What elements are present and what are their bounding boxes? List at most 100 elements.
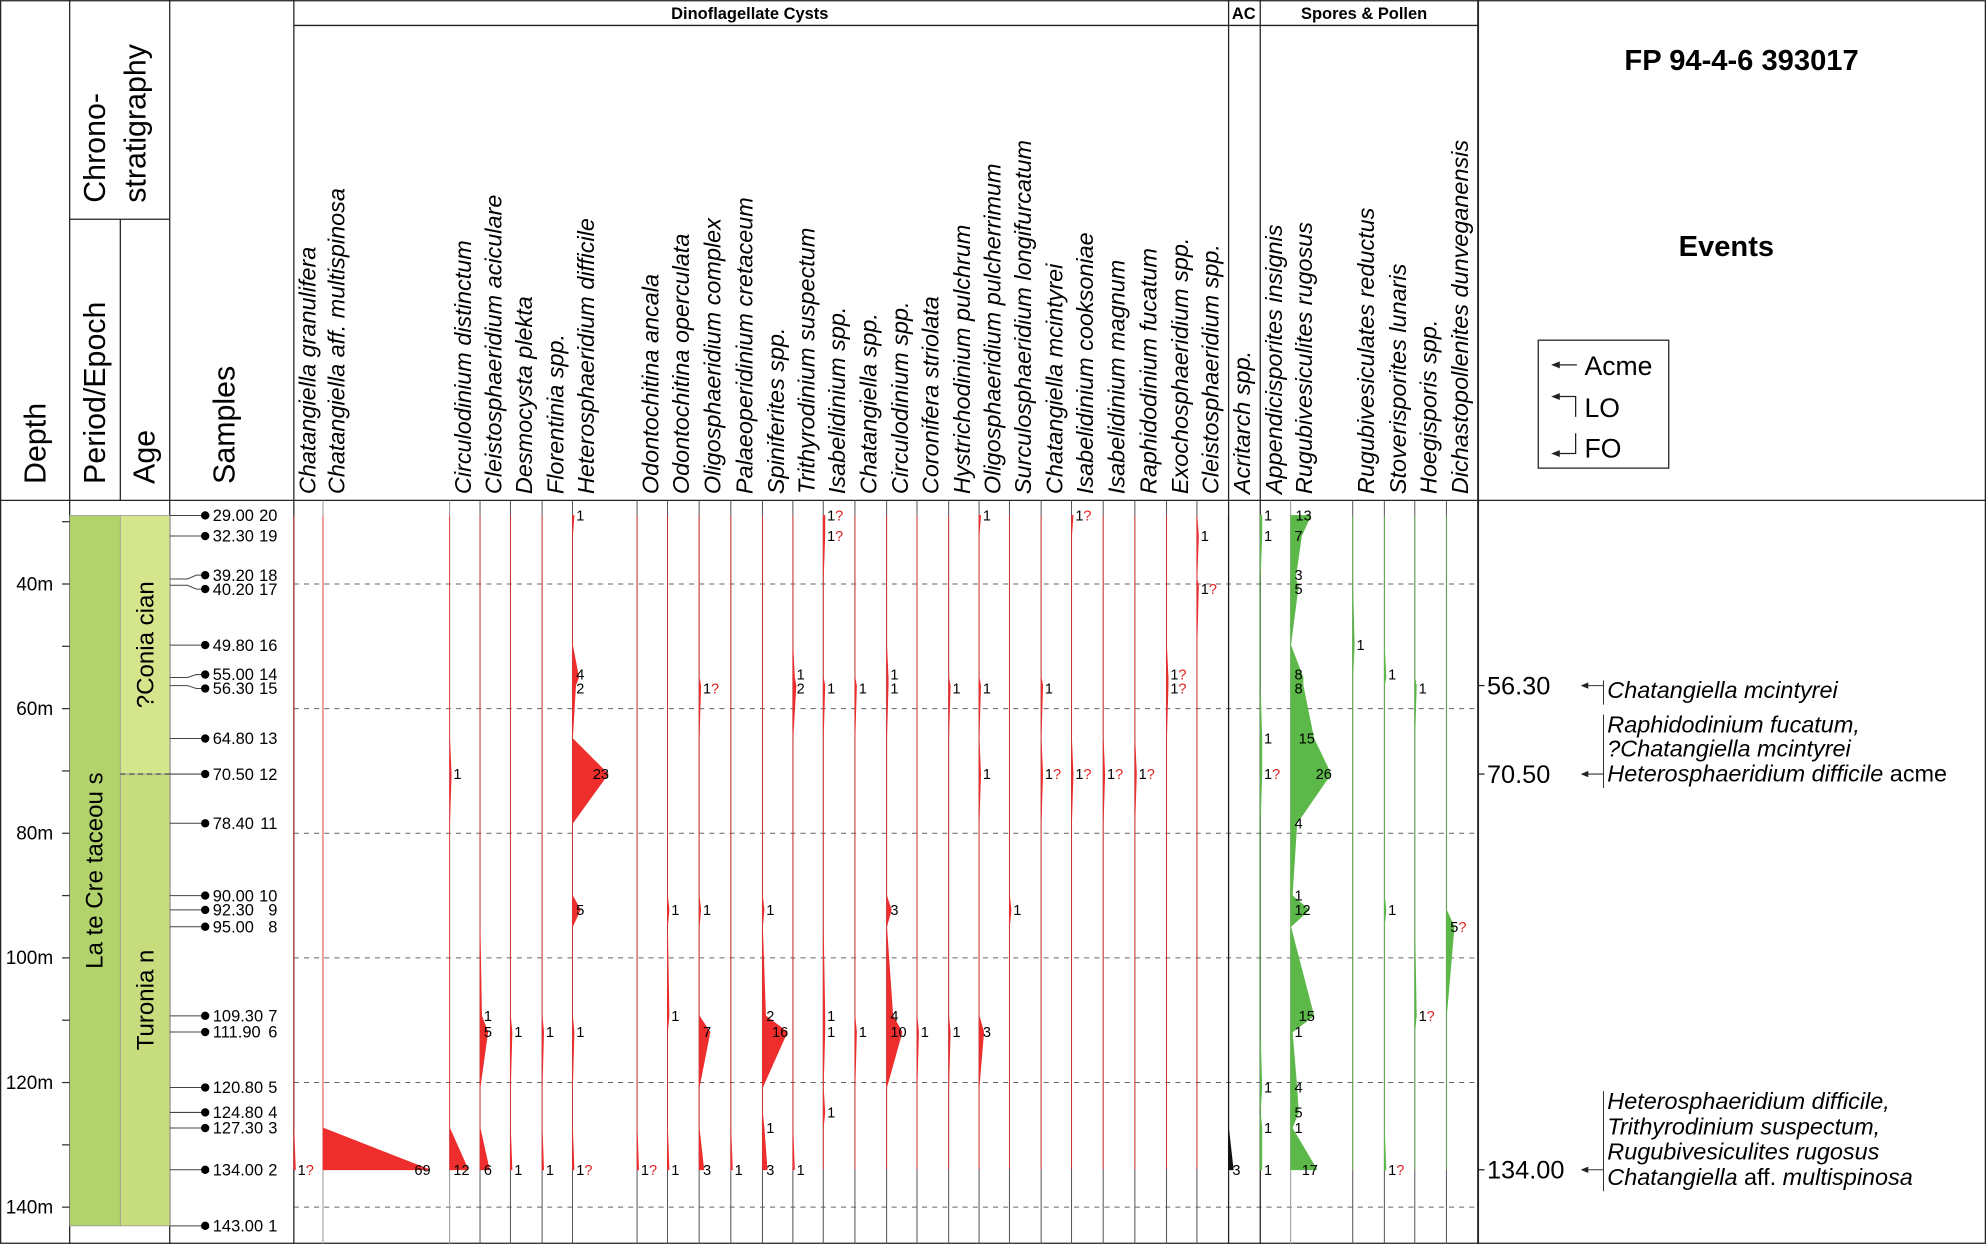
count-label: 1 [983, 767, 991, 783]
count-label: 1 [827, 682, 835, 698]
count-label: 1 [827, 1025, 835, 1041]
count-value: 1 [983, 767, 991, 783]
uncertain-mark: ? [584, 1163, 592, 1179]
uncertain-mark: ? [1209, 582, 1217, 598]
count-value: 7 [703, 1025, 711, 1041]
arrow-left-icon [1580, 1166, 1589, 1173]
depth-axis: 40m 60m 80m 100m 120m 140m [6, 521, 70, 1218]
sample-dot [201, 1123, 210, 1133]
count-label: 1 [546, 1025, 554, 1041]
count-value: 1 [952, 682, 960, 698]
species-name: Chatangiella aff. multispinosa [324, 188, 350, 494]
count-value: 1 [1388, 668, 1396, 684]
count-value: 1 [671, 1009, 679, 1025]
sample-number: 11 [260, 815, 277, 833]
count-value: 2 [576, 682, 584, 698]
count-label: 1? [298, 1163, 314, 1179]
count-label: 1 [890, 668, 898, 684]
event-text: Trithyrodinium suspectum, [1607, 1113, 1880, 1139]
count-value: 3 [766, 1163, 774, 1179]
count-value: 1 [827, 1025, 835, 1041]
count-value: 3 [1294, 568, 1302, 584]
chrono-header-2: stratigraphy [119, 43, 153, 203]
species-column: Isabelidinium magnum 1? [1102, 260, 1130, 1244]
age-band [119, 515, 171, 775]
count-value: 1 [576, 1163, 584, 1179]
sample-dot [201, 640, 210, 650]
species-name: Exochosphaeridium spp. [1167, 238, 1193, 495]
count-value: 15 [1299, 732, 1315, 748]
count-value: 1 [671, 903, 679, 919]
count-value: 1 [766, 903, 774, 919]
count-label: 2 [797, 682, 805, 698]
event-taxon: Heterosphaeridium difficile, [1607, 1088, 1890, 1114]
count-value: 4 [576, 668, 584, 684]
count-value: 4 [890, 1009, 898, 1025]
event-text: Chatangiella aff. multispinosa [1607, 1164, 1913, 1190]
sample-depth: 40.20 [213, 581, 254, 599]
uncertain-mark: ? [1083, 767, 1091, 783]
sample-marker: 127.30 3 [169, 1120, 277, 1138]
event-taxon: Trithyrodinium suspectum, [1607, 1113, 1880, 1139]
species-column: Coronifera striolata 1 [916, 296, 944, 1244]
species-column: Spiniferites spp. 1 216 1 3 [761, 327, 789, 1244]
species-column: Circulodinium spp. 11 3 410 [886, 301, 913, 1244]
count-label: 4 [890, 1009, 898, 1025]
sample-depth: 32.30 [213, 528, 254, 546]
count-value: 1 [1139, 767, 1147, 783]
uncertain-mark: ? [711, 682, 719, 698]
count-label: 15 [1299, 732, 1315, 748]
sample-connector [169, 584, 203, 590]
count-value: 6 [484, 1163, 492, 1179]
sample-marker: 49.80 16 [169, 637, 277, 655]
uncertain-mark: ? [1083, 509, 1091, 525]
event-text: ?Chatangiella mcintyrei [1607, 735, 1851, 761]
abundance-polygon [1446, 515, 1455, 1170]
count-value: 1 [952, 1025, 960, 1041]
depth-tick-label: 60m [16, 699, 53, 720]
count-label: 3 [1232, 1163, 1240, 1179]
event-taxon: multispinosa [1783, 1164, 1913, 1190]
count-value: 1 [827, 682, 835, 698]
uncertain-mark: ? [649, 1163, 657, 1179]
sample-number: 2 [268, 1161, 277, 1179]
count-value: 12 [453, 1163, 469, 1179]
abundance-polygon [886, 515, 903, 1170]
sample-number: 7 [268, 1008, 277, 1026]
species-column: Acritarch spp. 3 [1228, 351, 1255, 1179]
species-column: Rugubivesiculites rugosus137358815264112… [1290, 222, 1332, 1244]
count-label: 26 [1316, 767, 1332, 783]
count-label: 1 [546, 1163, 554, 1179]
species-name: Rugubivesiculites rugosus [1291, 222, 1317, 494]
count-label: 1 [671, 1163, 679, 1179]
species-column: Odontochitina operculata 1 1 1 [666, 234, 694, 1244]
count-label: 4 [1294, 816, 1302, 832]
sample-number: 14 [259, 666, 277, 684]
count-label: 1? [1139, 767, 1155, 783]
event-depth: 70.50 [1487, 761, 1550, 789]
count-label: 8 [1294, 682, 1302, 698]
events-column: 56.30 Chatangiella mcintyrei 70.50 Raphidod… [1478, 672, 1947, 1192]
event: 70.50 Raphidodinium fucatum,?Chatangiella… [1478, 711, 1947, 789]
event-text: Chatangiella mcintyrei [1607, 677, 1838, 703]
abundance-polygon [1102, 515, 1106, 1170]
count-value: 1 [1264, 1163, 1272, 1179]
abundance-polygon [667, 515, 670, 1171]
age-label: ?Conia cian [132, 581, 159, 708]
count-label: 3 [890, 903, 898, 919]
samples-header: Samples [207, 366, 241, 484]
sample-dot [201, 584, 210, 594]
sample-marker: 143.00 1 [169, 1218, 277, 1236]
species-name: Desmocysta plekta [511, 296, 537, 494]
sample-number: 16 [259, 637, 277, 655]
abundance-polygon [293, 515, 296, 1171]
count-value: 1 [1264, 1081, 1272, 1097]
depth-tick-label: 120m [6, 1073, 54, 1094]
count-value: 5 [1294, 1106, 1302, 1122]
species-column: Chatangiella aff. multispinosa 69 [322, 188, 431, 1244]
count-value: 5 [1450, 920, 1458, 936]
